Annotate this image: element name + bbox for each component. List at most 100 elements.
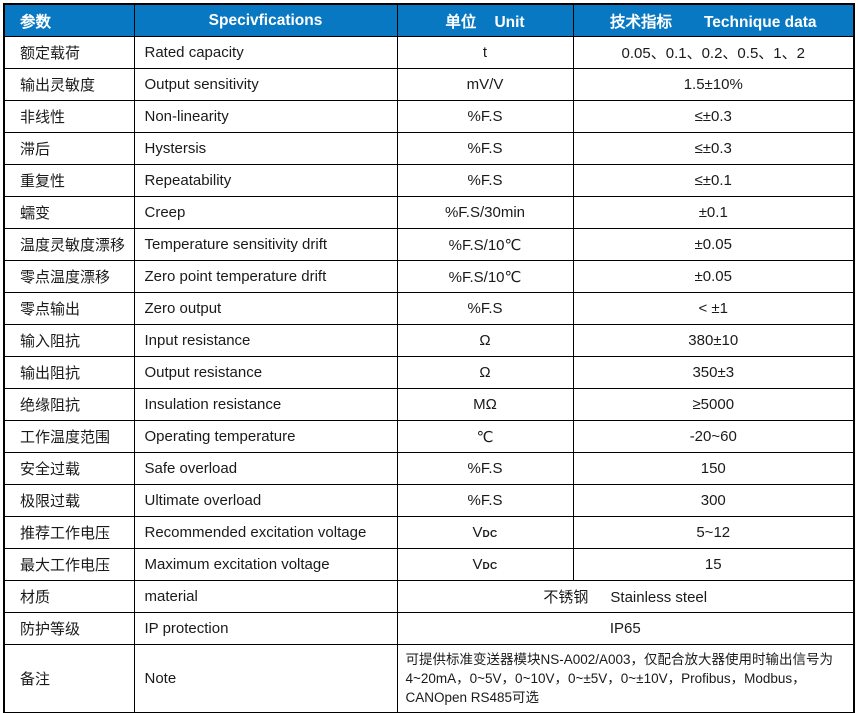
row-zero-output: 零点输出 Zero output %F.S < ±1 [3,292,855,325]
spec-cell: Rated capacity [133,36,398,69]
row-temperature-sensitivity-drift: 温度灵敏度漂移 Temperature sensitivity drift %F… [3,228,855,261]
unit-volt-label: V [472,556,483,573]
spec-cell: Ultimate overload [133,484,398,517]
value-cell: 350±3 [572,356,855,389]
row-insulation-resistance: 绝缘阻抗 Insulation resistance MΩ ≥5000 [3,388,855,421]
value-cell: 300 [572,484,855,517]
spec-table: 参数 Specivfications 单位 Unit 技术指标 Technique … [3,3,855,713]
value-cell: 150 [572,452,855,485]
row-note: 备注 Note 可提供标准变送器模块NS-A002/A003，仅配合放大器使用时… [3,644,855,713]
row-hystersis: 滞后 Hystersis %F.S ≤±0.3 [3,132,855,165]
header-param: 参数 [3,3,135,37]
unit-cell: mV/V [396,68,574,101]
value-cell: 0.05、0.1、0.2、0.5、1、2 [572,36,855,69]
unit-cell: %F.S [396,100,574,133]
spec-cell: Zero output [133,292,398,325]
row-ip-protection: 防护等级 IP protection IP65 [3,612,855,645]
row-ultimate-overload: 极限过载 Ultimate overload %F.S 300 [3,484,855,517]
value-cell: -20~60 [572,420,855,453]
row-maximum-excitation-voltage: 最大工作电压 Maximum excitation voltage VDC 15 [3,548,855,581]
header-data-en-label: Technique data [703,13,817,31]
note-text-cell: 可提供标准变送器模块NS-A002/A003，仅配合放大器使用时输出信号为4~2… [396,644,855,713]
material-zh-label: 不锈钢 [543,589,589,606]
header-unit-zh-label: 单位 [445,13,477,31]
row-non-linearity: 非线性 Non-linearity %F.S ≤±0.3 [3,100,855,133]
value-cell: 1.5±10% [572,68,855,101]
unit-cell: %F.S/30min [396,196,574,229]
param-cell: 防护等级 [3,612,135,645]
unit-cell: Ω [396,324,574,357]
unit-dc-subscript: DC [482,561,498,572]
spec-cell: Output resistance [133,356,398,389]
unit-cell: ℃ [396,420,574,453]
value-cell-merged: 不锈钢 Stainless steel [396,580,855,613]
unit-cell: %F.S [396,484,574,517]
spec-cell: Temperature sensitivity drift [133,228,398,261]
value-cell: ≥5000 [572,388,855,421]
row-zero-point-temperature-drift: 零点温度漂移 Zero point temperature drift %F.S… [3,260,855,293]
unit-cell: %F.S/10℃ [396,228,574,261]
spec-cell: Note [133,644,398,713]
header-unit: 单位 Unit [396,3,574,37]
material-en-label: Stainless steel [610,589,708,606]
param-cell: 推荐工作电压 [3,516,135,549]
param-cell: 非线性 [3,100,135,133]
row-safe-overload: 安全过载 Safe overload %F.S 150 [3,452,855,485]
spec-cell: Operating temperature [133,420,398,453]
param-cell: 输出阻抗 [3,356,135,389]
row-output-sensitivity: 输出灵敏度 Output sensitivity mV/V 1.5±10% [3,68,855,101]
header-data: 技术指标 Technique data [572,3,855,37]
row-output-resistance: 输出阻抗 Output resistance Ω 350±3 [3,356,855,389]
row-creep: 蠕变 Creep %F.S/30min ±0.1 [3,196,855,229]
row-operating-temperature: 工作温度范围 Operating temperature ℃ -20~60 [3,420,855,453]
unit-cell: %F.S [396,452,574,485]
spec-cell: Output sensitivity [133,68,398,101]
spec-cell: Input resistance [133,324,398,357]
value-cell: ±0.05 [572,260,855,293]
spec-cell: Repeatability [133,164,398,197]
param-cell: 材质 [3,580,135,613]
value-cell: 380±10 [572,324,855,357]
param-cell: 零点输出 [3,292,135,325]
spec-cell: Non-linearity [133,100,398,133]
param-cell: 输出灵敏度 [3,68,135,101]
header-spec: Specivfications [133,3,398,37]
unit-dc-subscript: DC [482,529,498,540]
param-cell: 安全过载 [3,452,135,485]
header-data-zh-label: 技术指标 [609,13,672,31]
row-rated-capacity: 额定载荷 Rated capacity t 0.05、0.1、0.2、0.5、1… [3,36,855,69]
param-cell: 最大工作电压 [3,548,135,581]
row-material: 材质 material 不锈钢 Stainless steel [3,580,855,613]
param-cell: 滞后 [3,132,135,165]
header-unit-en-label: Unit [494,13,525,31]
unit-cell: VDC [396,516,574,549]
param-cell: 输入阻抗 [3,324,135,357]
unit-volt-label: V [472,524,483,541]
value-cell: ≤±0.3 [572,100,855,133]
spec-cell: Zero point temperature drift [133,260,398,293]
param-cell: 零点温度漂移 [3,260,135,293]
unit-cell: %F.S/10℃ [396,260,574,293]
param-cell: 备注 [3,644,135,713]
unit-cell: %F.S [396,164,574,197]
param-cell: 工作温度范围 [3,420,135,453]
unit-cell: MΩ [396,388,574,421]
spec-cell: Maximum excitation voltage [133,548,398,581]
value-cell: 5~12 [572,516,855,549]
value-cell-merged: IP65 [396,612,855,645]
value-cell: ±0.05 [572,228,855,261]
param-cell: 绝缘阻抗 [3,388,135,421]
param-cell: 温度灵敏度漂移 [3,228,135,261]
param-cell: 重复性 [3,164,135,197]
row-repeatability: 重复性 Repeatability %F.S ≤±0.1 [3,164,855,197]
header-spec-label: Specivfications [208,11,323,29]
param-cell: 额定载荷 [3,36,135,69]
value-cell: ≤±0.1 [572,164,855,197]
unit-cell: t [396,36,574,69]
header-param-label: 参数 [20,13,52,31]
spec-cell: Recommended excitation voltage [133,516,398,549]
row-input-resistance: 输入阻抗 Input resistance Ω 380±10 [3,324,855,357]
unit-cell: VDC [396,548,574,581]
row-recommended-excitation-voltage: 推荐工作电压 Recommended excitation voltage VD… [3,516,855,549]
